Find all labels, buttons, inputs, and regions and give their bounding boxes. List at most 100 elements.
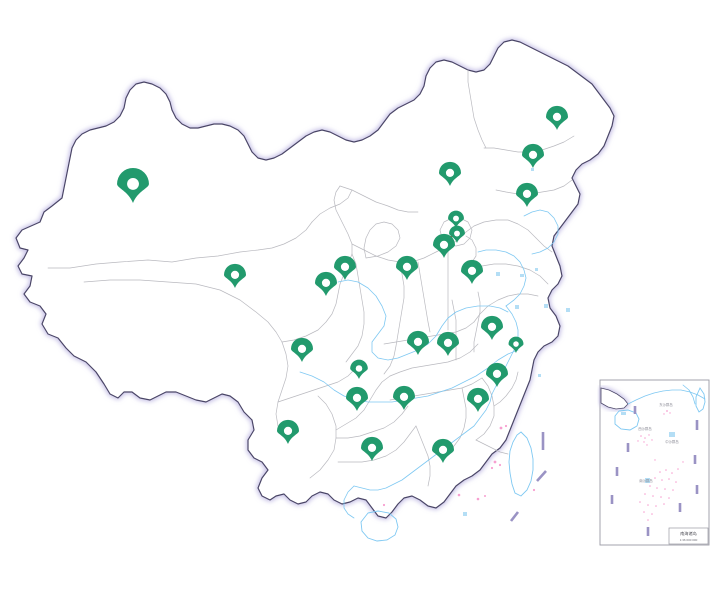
map-pin-hole bbox=[445, 168, 455, 177]
inset-nansha-cluster bbox=[639, 459, 684, 521]
province-line-jiangxi-east bbox=[475, 377, 495, 441]
map-pin-hole bbox=[355, 365, 363, 372]
reef-dot bbox=[654, 459, 656, 461]
province-line-guizhou bbox=[335, 405, 409, 439]
map-pin-icon[interactable] bbox=[334, 255, 356, 280]
map-pin-hole bbox=[127, 177, 139, 190]
reef-dot bbox=[672, 489, 674, 491]
map-pin-icon[interactable] bbox=[291, 337, 313, 362]
map-pin-icon[interactable] bbox=[439, 161, 461, 186]
map-pin-icon[interactable] bbox=[522, 143, 544, 168]
reef-dot bbox=[382, 503, 386, 507]
reef-dot bbox=[640, 435, 642, 437]
sea-patch-a bbox=[496, 272, 500, 276]
inset-label-nansha: 南沙群岛 bbox=[639, 478, 653, 483]
reef-dot bbox=[532, 488, 536, 492]
reef-dot bbox=[457, 493, 461, 497]
province-line-hebei-shanxi bbox=[417, 261, 431, 333]
province-line-sichuan-east bbox=[335, 375, 391, 431]
map-pin-hole bbox=[439, 240, 449, 249]
location-markers-layer[interactable] bbox=[117, 105, 568, 463]
map-pin-icon[interactable] bbox=[437, 331, 459, 356]
yellow-river bbox=[337, 279, 509, 361]
sea-patch-b bbox=[520, 274, 524, 277]
map-pin-hole bbox=[230, 270, 240, 279]
province-line-tianjin bbox=[465, 235, 477, 263]
map-pin-icon[interactable] bbox=[393, 385, 415, 410]
map-pin-icon[interactable] bbox=[448, 210, 464, 228]
inset-xisha-cluster bbox=[637, 434, 653, 446]
map-pin-hole bbox=[438, 445, 448, 454]
map-pin-icon[interactable] bbox=[224, 263, 246, 288]
map-pin-icon[interactable] bbox=[449, 225, 465, 243]
province-line-ningxia bbox=[363, 221, 401, 259]
province-line-tibet-north bbox=[83, 279, 283, 343]
reef-dot bbox=[476, 497, 480, 501]
reef-dot bbox=[648, 434, 650, 436]
inset-sea-patch bbox=[669, 432, 675, 437]
reef-dot bbox=[682, 461, 684, 463]
southeast-coastline bbox=[353, 393, 493, 491]
reef-dot bbox=[652, 495, 654, 497]
reef-dot bbox=[651, 513, 653, 515]
beibu-gulf-coast bbox=[343, 485, 355, 519]
sea-patch-i bbox=[531, 168, 534, 171]
map-pin-icon[interactable] bbox=[315, 271, 337, 296]
map-pin-icon[interactable] bbox=[396, 255, 418, 280]
islands-group bbox=[360, 424, 547, 542]
map-pin-icon[interactable] bbox=[432, 438, 454, 463]
province-line-shandong bbox=[473, 293, 539, 323]
reef-dot bbox=[646, 444, 648, 446]
map-pin-icon[interactable] bbox=[407, 330, 429, 355]
province-line-guangdong-fujian bbox=[475, 439, 509, 455]
map-pin-icon[interactable] bbox=[461, 259, 483, 284]
reef-dot bbox=[668, 497, 670, 499]
reef-dot bbox=[669, 412, 671, 414]
province-line-guangxi-north bbox=[337, 425, 417, 463]
china-national-border bbox=[15, 39, 615, 519]
south-china-sea-inset[interactable]: 东沙群岛 西沙群岛 中沙群岛 南沙群岛 南海诸岛 1:36 000 000 bbox=[599, 379, 710, 546]
inset-hainan-island bbox=[614, 409, 640, 431]
map-pin-icon[interactable] bbox=[467, 387, 489, 412]
sea-patch-f bbox=[566, 308, 570, 312]
province-line-innermongolia-ne bbox=[467, 69, 487, 149]
inset-dongsha-cluster bbox=[663, 410, 671, 415]
map-pin-hole bbox=[283, 426, 293, 435]
korea-bay-coast bbox=[523, 209, 559, 255]
reef-dot bbox=[504, 424, 508, 428]
dash-segment bbox=[536, 470, 547, 482]
reef-dot bbox=[668, 478, 670, 480]
map-pin-icon[interactable] bbox=[546, 105, 568, 130]
map-pin-icon[interactable] bbox=[516, 182, 538, 207]
reef-dot bbox=[493, 460, 497, 464]
map-pin-icon[interactable] bbox=[433, 233, 455, 258]
province-line-anhui-west bbox=[451, 299, 457, 361]
nine-dash-line-group bbox=[509, 432, 547, 522]
inset-title-box bbox=[668, 527, 709, 545]
map-pin-icon[interactable] bbox=[346, 386, 368, 411]
map-pin-hole bbox=[443, 338, 453, 347]
map-pin-hole bbox=[522, 189, 532, 198]
map-pin-icon[interactable] bbox=[277, 419, 299, 444]
inset-label-zhongsha: 中沙群岛 bbox=[665, 439, 679, 444]
province-boundaries-group bbox=[47, 69, 575, 487]
map-pin-icon[interactable] bbox=[481, 315, 503, 340]
reef-dot bbox=[498, 463, 502, 467]
reef-dots-group bbox=[382, 424, 536, 507]
inset-sea-patch bbox=[621, 412, 626, 415]
map-pin-icon[interactable] bbox=[361, 436, 383, 461]
reef-dot bbox=[499, 426, 503, 430]
map-pin-icon[interactable] bbox=[508, 336, 524, 353]
map-pin-hole bbox=[552, 112, 562, 121]
map-pin-icon[interactable] bbox=[486, 362, 508, 387]
map-pin-hole bbox=[297, 344, 307, 353]
map-pin-icon[interactable] bbox=[350, 359, 368, 379]
province-line-zhejiang-fujian bbox=[493, 371, 519, 407]
map-pin-icon[interactable] bbox=[117, 167, 149, 203]
map-pin-hole bbox=[528, 150, 538, 159]
reef-dot bbox=[484, 495, 486, 497]
map-pin-hole bbox=[352, 393, 362, 402]
reef-dot bbox=[644, 437, 646, 439]
